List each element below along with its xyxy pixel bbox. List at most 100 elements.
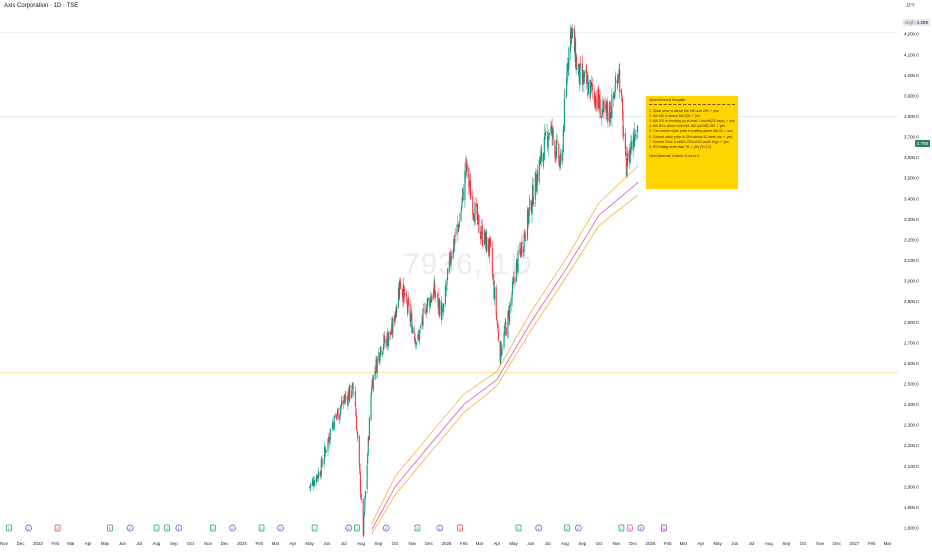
candle-body — [395, 310, 397, 318]
candle-body — [559, 160, 561, 168]
candle-body — [539, 156, 541, 165]
candle-body — [589, 79, 591, 98]
candle-body — [537, 170, 539, 182]
candle-body — [623, 133, 625, 137]
candle-body — [372, 380, 374, 389]
candle-body — [614, 83, 616, 93]
event-marker-news — [626, 524, 633, 532]
event-marker-earnings — [277, 524, 284, 532]
y-tick-label: 3,600.0 — [904, 155, 919, 160]
candle-body — [568, 47, 570, 70]
x-tick-label: Apr — [85, 541, 92, 546]
candle-body — [434, 283, 436, 295]
candle-body — [618, 68, 620, 78]
candle-body — [446, 278, 448, 285]
candle-body — [630, 141, 632, 149]
criteria-line: 5. The current stock price is trading ab… — [649, 129, 733, 134]
candle-body — [605, 100, 607, 111]
candle-body — [616, 80, 619, 87]
candle-body — [633, 135, 635, 145]
candle-body — [450, 259, 452, 267]
candle-body — [492, 278, 494, 280]
candle-body — [347, 398, 349, 404]
candle-body — [461, 205, 463, 211]
candle-body — [329, 428, 331, 440]
candle-body — [580, 63, 582, 65]
candle-body — [527, 209, 529, 225]
y-tick-label: 3,300.0 — [904, 217, 919, 222]
candle-body — [530, 200, 532, 214]
candle-body — [443, 303, 445, 311]
x-tick-label: Apr — [289, 541, 296, 546]
candle-body — [493, 287, 496, 300]
candle-body — [594, 92, 596, 102]
candle-body — [337, 407, 339, 420]
candle-body — [485, 232, 487, 241]
y-tick-label: 3,900.0 — [904, 93, 919, 98]
candle-body — [404, 289, 406, 298]
candle-body — [466, 160, 468, 172]
event-marker-letter: D — [8, 527, 11, 531]
candle-body — [321, 465, 323, 466]
candle-body — [350, 394, 353, 397]
candle-body — [312, 480, 315, 486]
candle-body — [450, 256, 453, 259]
candle-body — [316, 475, 318, 477]
candle-body — [579, 63, 581, 86]
event-marker-dividend — [618, 524, 625, 532]
candle-body — [388, 331, 390, 340]
candle-body — [333, 415, 335, 431]
candle-body — [454, 235, 456, 237]
event-marker-letter: D — [260, 527, 263, 531]
candle-body — [473, 214, 475, 218]
candle-body — [483, 230, 486, 245]
candle-body — [504, 322, 506, 333]
y-tick-label: 1,900.0 — [904, 505, 919, 510]
candle-body — [364, 490, 367, 499]
candle-body — [487, 238, 489, 252]
y-tick-label: 2,300.0 — [904, 423, 919, 428]
candle-body — [481, 226, 483, 235]
candle-body — [331, 430, 333, 432]
x-tick-label: May — [101, 541, 110, 546]
event-marker-earnings — [436, 524, 444, 532]
candle-body — [371, 380, 373, 388]
candle-body — [349, 384, 351, 399]
candle-body — [314, 480, 316, 486]
candle-body — [327, 438, 329, 451]
event-marker-letter: D — [356, 527, 359, 531]
x-tick-label: Mar — [680, 541, 688, 546]
candle-body — [490, 237, 492, 247]
candle-body — [621, 99, 623, 101]
candle-body — [512, 278, 515, 282]
candle-body — [378, 351, 380, 361]
candle-body — [572, 28, 574, 31]
candle-body — [352, 384, 354, 390]
candle-body — [480, 236, 482, 237]
candle-body — [520, 242, 522, 255]
candle-body — [503, 332, 505, 348]
candle-body — [528, 212, 530, 224]
candle-body — [434, 292, 436, 297]
candle-body — [625, 158, 627, 178]
candle-body — [457, 224, 459, 226]
candle-body — [456, 224, 458, 236]
event-marker-letter: E — [279, 527, 282, 531]
candle-body — [499, 341, 501, 363]
candle-body — [335, 414, 337, 418]
candle-body — [439, 300, 441, 316]
candle-body — [370, 394, 372, 420]
moving-average-line — [371, 182, 639, 531]
candle-body — [520, 249, 522, 257]
candle-body — [429, 299, 431, 307]
candle-body — [611, 95, 613, 118]
candle-body — [563, 126, 565, 131]
candle-body — [449, 252, 451, 259]
candle-body — [403, 286, 405, 292]
x-tick-label: Dec — [629, 541, 638, 546]
candle-body — [478, 215, 480, 234]
candle-body — [544, 131, 546, 137]
candle-body — [417, 333, 419, 340]
